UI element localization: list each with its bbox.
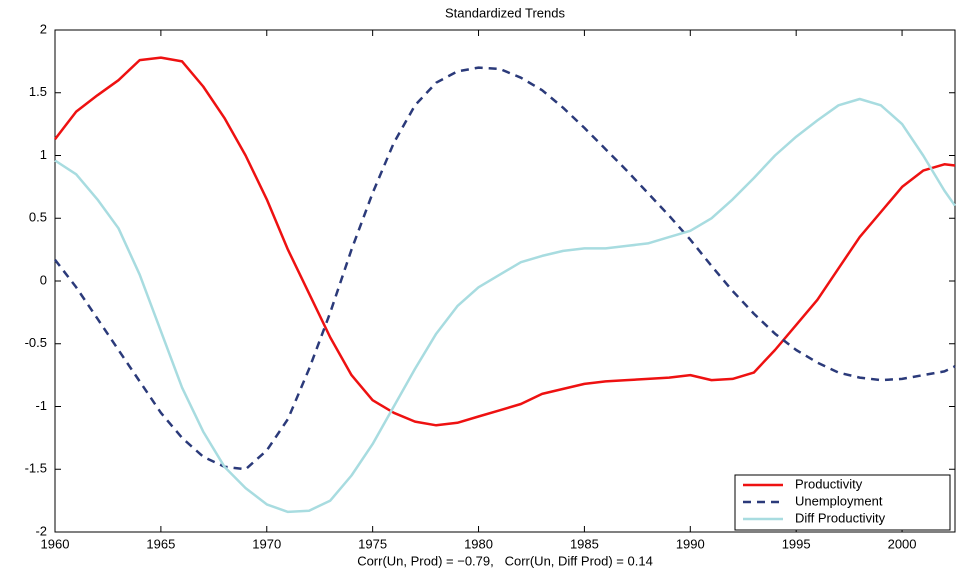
y-tick-label: 1 bbox=[40, 147, 47, 162]
x-tick-label: 1975 bbox=[358, 536, 387, 551]
x-tick-label: 1965 bbox=[146, 536, 175, 551]
y-tick-label: 0.5 bbox=[29, 210, 47, 225]
y-tick-label: -1.5 bbox=[25, 461, 47, 476]
legend-label: Productivity bbox=[795, 476, 863, 491]
y-tick-label: -0.5 bbox=[25, 335, 47, 350]
y-tick-label: 2 bbox=[40, 21, 47, 36]
x-tick-label: 1990 bbox=[676, 536, 705, 551]
series-line bbox=[54, 97, 956, 514]
plot-frame bbox=[54, 29, 956, 533]
x-tick-label: 1980 bbox=[464, 536, 493, 551]
x-axis-label: Corr(Un, Prod) = −0.79, Corr(Un, Diff Pr… bbox=[357, 553, 653, 568]
x-tick-label: 1960 bbox=[41, 536, 70, 551]
y-tick-label: -2 bbox=[35, 523, 47, 538]
series-line bbox=[54, 56, 956, 427]
legend-label: Diff Productivity bbox=[795, 510, 886, 525]
x-tick-label: 1970 bbox=[252, 536, 281, 551]
x-tick-label: 2000 bbox=[888, 536, 917, 551]
x-tick-label: 1995 bbox=[782, 536, 811, 551]
y-tick-label: -1 bbox=[35, 398, 47, 413]
legend-label: Unemployment bbox=[795, 493, 883, 508]
y-tick-label: 0 bbox=[40, 272, 47, 287]
chart-title: Standardized Trends bbox=[445, 5, 565, 20]
x-tick-label: 1985 bbox=[570, 536, 599, 551]
y-tick-label: 1.5 bbox=[29, 84, 47, 99]
